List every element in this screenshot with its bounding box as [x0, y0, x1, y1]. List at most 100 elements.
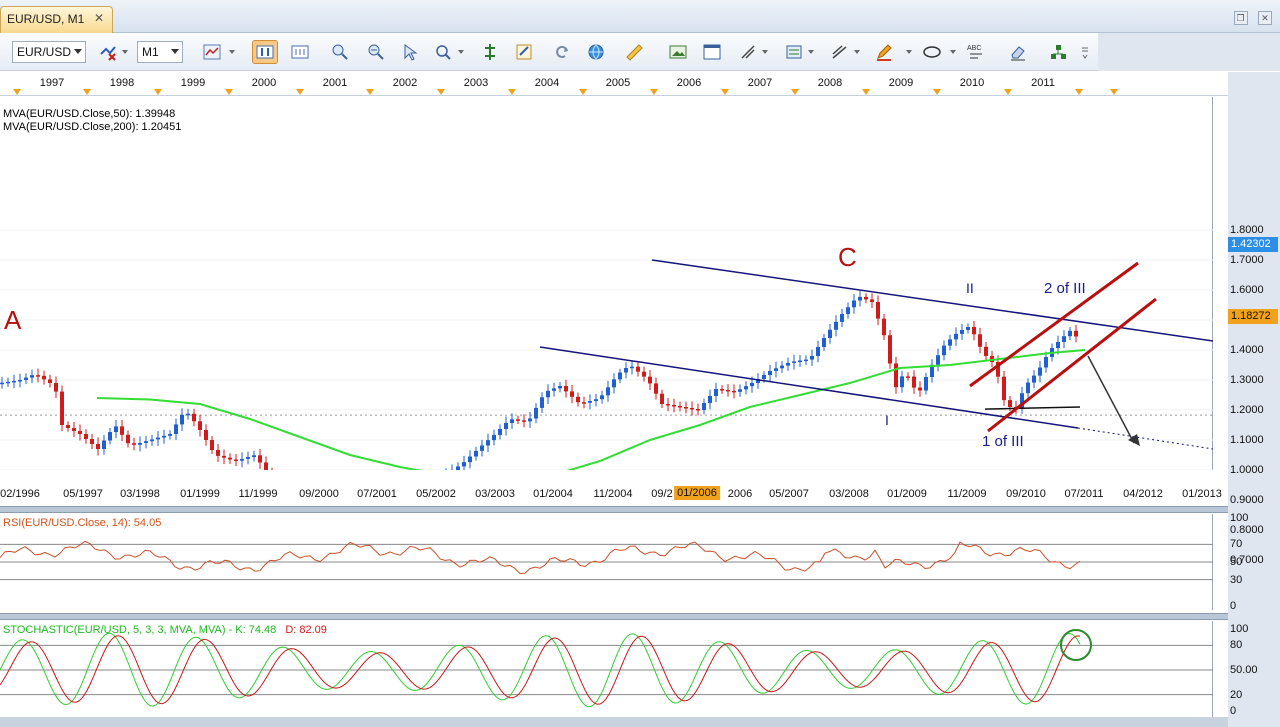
price-tick-label: 1.3000 [1230, 374, 1264, 386]
zoom-out-icon[interactable] [366, 42, 386, 62]
price-candle [18, 380, 22, 382]
price-candle [870, 299, 874, 302]
ruler-icon[interactable] [624, 42, 644, 62]
zoom-in-icon[interactable] [330, 42, 350, 62]
close-tab-icon[interactable]: ✕ [93, 11, 105, 25]
chart-type-icon[interactable] [202, 42, 222, 62]
chart-tab-title: EUR/USD, M1 [7, 12, 85, 26]
price-candle [600, 395, 604, 400]
stochastic-axis[interactable] [1213, 621, 1228, 717]
window-layout-icon[interactable] [702, 42, 722, 62]
chevron-down-icon[interactable] [950, 50, 956, 54]
price-candle [252, 455, 256, 458]
chevron-down-icon[interactable] [122, 50, 128, 54]
symbol-select[interactable]: EUR/USD [12, 41, 86, 63]
price-axis[interactable] [1213, 97, 1228, 485]
price-candle [906, 376, 910, 378]
year-marker-icon [13, 89, 21, 95]
chart-tab-strip: EUR/USD, M1 ✕ ❐ ✕ [0, 0, 1280, 33]
price-candle [162, 435, 166, 438]
price-candle [894, 363, 898, 388]
pointer-icon[interactable] [400, 42, 420, 62]
close-window-icon[interactable]: ✕ [1258, 11, 1272, 25]
price-candle [858, 296, 862, 301]
pane-splitter[interactable] [0, 506, 1228, 513]
price-candle [48, 379, 52, 383]
candlestick-mode-icon[interactable] [252, 40, 278, 64]
stochastic-pane[interactable] [0, 621, 1213, 717]
chevron-down-icon[interactable] [854, 50, 860, 54]
price-candle [690, 408, 694, 410]
price-candle [492, 434, 496, 441]
price-candle [60, 391, 64, 425]
chevron-down-icon[interactable] [229, 50, 235, 54]
price-candle [918, 387, 922, 391]
restore-window-icon[interactable]: ❐ [1233, 11, 1248, 25]
date-tick-label: 11/2004 [593, 488, 633, 500]
year-label: 1998 [109, 77, 135, 89]
price-tick-label: 0.8000 [1230, 524, 1264, 536]
price-tick-label: 1.6000 [1230, 284, 1264, 296]
eraser-icon[interactable] [1008, 42, 1028, 62]
year-marker-icon [1110, 89, 1118, 95]
stoch-tick-label: 0 [1230, 705, 1237, 717]
price-candle [192, 413, 196, 422]
date-tick-label: 01/1999 [180, 488, 220, 500]
price-candle [750, 383, 754, 387]
price-candle [462, 462, 466, 467]
rsi-tick-label: 100 [1230, 512, 1249, 524]
rsi-axis[interactable] [1213, 514, 1228, 610]
trendline-tool-icon[interactable] [830, 42, 850, 62]
rsi-pane[interactable] [0, 514, 1213, 610]
text-tool-icon[interactable]: ABC [966, 42, 986, 62]
bar-mode-icon[interactable] [290, 42, 310, 62]
price-candle [546, 390, 550, 398]
price-candle [888, 335, 892, 364]
object-tree-icon[interactable] [1048, 42, 1068, 62]
channel-tool-icon[interactable] [784, 42, 804, 62]
price-candle [678, 406, 682, 408]
price-candle [654, 383, 658, 394]
date-axis[interactable]: 02/1996 05/1997 03/1998 01/1999 11/1999 09/20… [0, 485, 1228, 505]
globe-icon[interactable] [586, 42, 606, 62]
stochastic-canvas[interactable] [0, 621, 1213, 717]
chart-tab[interactable]: EUR/USD, M1 ✕ [0, 6, 113, 33]
timeframe-select-value: M1 [142, 45, 159, 59]
price-candle [732, 390, 736, 393]
price-candle [696, 409, 700, 411]
toolbar-overflow-icon[interactable] [1080, 42, 1090, 62]
ma200-label: MVA(EUR/USD.Close,200): 1.20451 [3, 121, 182, 133]
price-candle [648, 376, 652, 384]
pencil-icon[interactable] [874, 42, 894, 62]
crosshair-tool-icon[interactable] [738, 42, 758, 62]
ma50-label: MVA(EUR/USD.Close,50): 1.39948 [3, 108, 176, 120]
timeframe-select[interactable]: M1 [137, 41, 183, 63]
chevron-down-icon [74, 49, 82, 54]
pane-splitter[interactable] [0, 613, 1228, 620]
chevron-down-icon[interactable] [762, 50, 768, 54]
image-icon[interactable] [668, 42, 688, 62]
price-candle [204, 430, 208, 440]
price-candle [102, 440, 106, 449]
price-candle [822, 338, 826, 347]
ellipse-tool-icon[interactable] [922, 42, 942, 62]
price-candle [864, 296, 868, 300]
price-candle [78, 431, 82, 434]
template-icon[interactable] [514, 42, 534, 62]
price-candle [786, 362, 790, 366]
indicator-remove-icon[interactable] [98, 42, 118, 62]
refresh-icon[interactable] [552, 42, 572, 62]
price-candle [54, 383, 58, 392]
year-label: 1999 [180, 77, 206, 89]
chevron-down-icon[interactable] [906, 50, 912, 54]
chevron-down-icon[interactable] [458, 50, 464, 54]
magnifier-icon[interactable] [434, 42, 454, 62]
date-tick-label: 09/2010 [1006, 488, 1046, 500]
vertical-line-icon[interactable] [480, 42, 500, 62]
chevron-down-icon[interactable] [808, 50, 814, 54]
price-candle [810, 356, 814, 360]
rsi-tick-label: 0 [1230, 600, 1237, 612]
rsi-canvas[interactable] [0, 514, 1213, 610]
